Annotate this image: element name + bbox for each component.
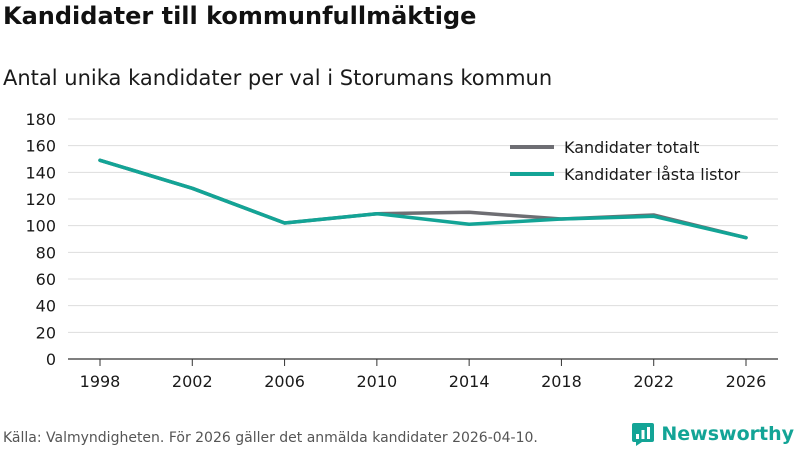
x-tick-label-2014: 2014 — [449, 372, 490, 391]
brand-logo: Newsworthy — [631, 421, 794, 447]
legend-label-locked-lists: Kandidater låsta listor — [564, 165, 741, 184]
legend: Kandidater totalt Kandidater låsta listor — [510, 138, 741, 184]
y-tick-label-20: 20 — [36, 323, 56, 342]
x-tick-label-2018: 2018 — [541, 372, 582, 391]
y-tick-label-120: 120 — [25, 190, 56, 209]
source-note: Källa: Valmyndigheten. För 2026 gäller d… — [3, 430, 538, 446]
y-tick-label-100: 100 — [25, 217, 56, 236]
series-line-locked-lists — [98, 158, 748, 240]
x-tick-label-1998: 1998 — [80, 372, 121, 391]
y-tick-label-180: 180 — [25, 110, 56, 129]
y-tick-label-80: 80 — [36, 243, 56, 262]
x-tick-label-2010: 2010 — [356, 372, 397, 391]
x-tick-label-2022: 2022 — [633, 372, 674, 391]
grid-lines — [68, 118, 778, 333]
y-tick-label-0: 0 — [46, 350, 56, 369]
legend-label-total: Kandidater totalt — [564, 138, 699, 157]
y-tick-label-40: 40 — [36, 297, 56, 316]
x-tick-label-2002: 2002 — [172, 372, 213, 391]
y-tick-label-60: 60 — [36, 270, 56, 289]
x-tick-label-2026: 2026 — [726, 372, 767, 391]
x-tick-label-2006: 2006 — [264, 372, 305, 391]
y-tick-label-140: 140 — [25, 163, 56, 182]
y-axis-ticks: 0 20 40 60 80 100 120 140 160 180 — [25, 110, 56, 369]
chart-title: Kandidater till kommunfullmäktige — [3, 2, 477, 30]
brand-name: Newsworthy — [661, 423, 794, 445]
series-lines — [98, 158, 748, 240]
newsworthy-logo-icon — [632, 423, 655, 446]
chart-subtitle: Antal unika kandidater per val i Storuma… — [3, 66, 553, 90]
y-tick-label-160: 160 — [25, 137, 56, 156]
x-axis-ticks: 1998 2002 2006 2010 2014 2018 2022 2026 — [80, 359, 767, 391]
